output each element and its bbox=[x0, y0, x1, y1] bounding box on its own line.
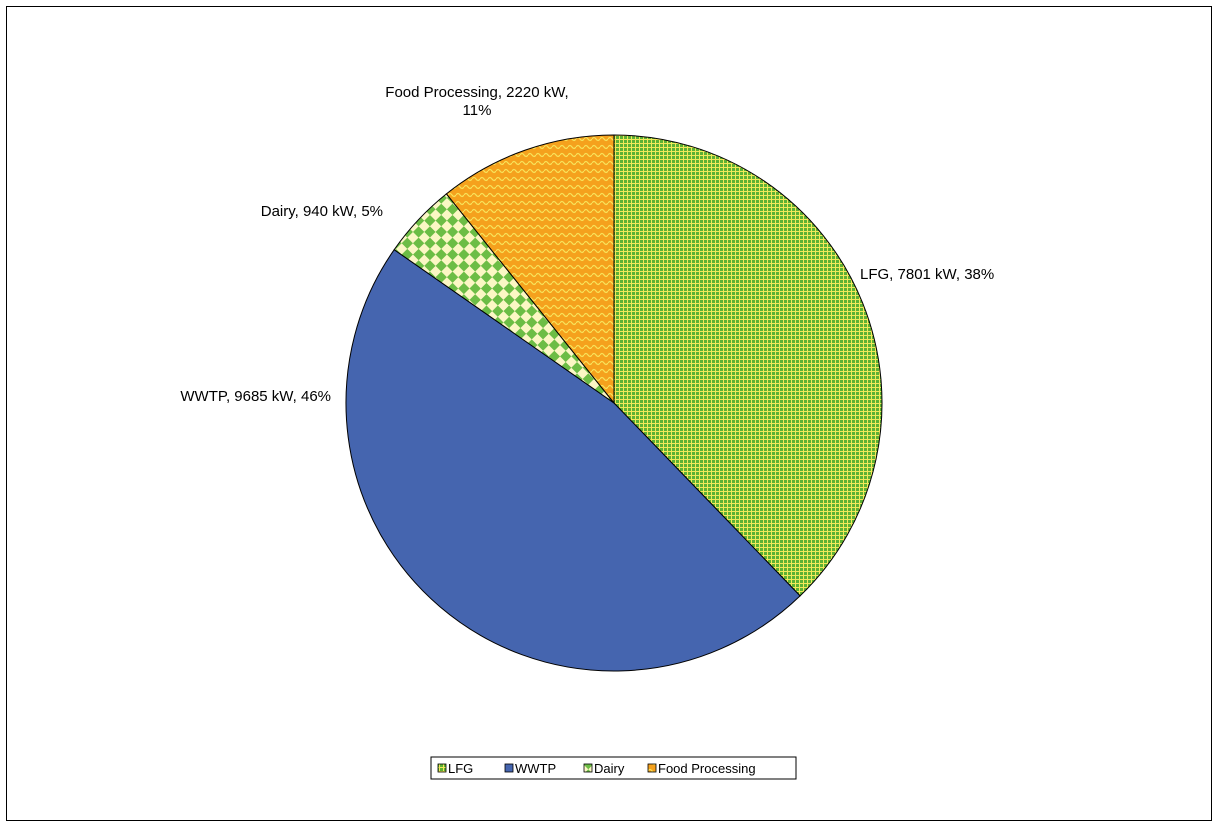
legend-swatch-dairy bbox=[583, 763, 593, 773]
legend-box bbox=[430, 756, 797, 780]
legend-label-food-processing: Food Processing bbox=[658, 761, 756, 776]
slice-label-food-processing: Food Processing, 2220 kW, bbox=[385, 84, 568, 101]
legend-label-wwtp: WWTP bbox=[515, 761, 556, 776]
pie-slices bbox=[345, 134, 883, 672]
pie-slice-lfg bbox=[613, 134, 883, 597]
pie-slice-food-processing bbox=[445, 134, 615, 405]
legend-label-lfg: LFG bbox=[448, 761, 473, 776]
pie-slice-wwtp bbox=[345, 248, 801, 672]
legend-swatch-wwtp bbox=[504, 763, 514, 773]
legend-swatch-food-processing bbox=[647, 763, 657, 773]
slice-label-lfg: LFG, 7801 kW, 38% bbox=[860, 266, 994, 283]
slice-label-dairy: Dairy, 940 kW, 5% bbox=[261, 203, 383, 220]
legend-label-dairy: Dairy bbox=[594, 761, 625, 776]
slice-labels: LFG, 7801 kW, 38% WWTP, 9685 kW, 46% Dairy… bbox=[180, 84, 994, 405]
slice-label-wwtp: WWTP, 9685 kW, 46% bbox=[180, 388, 331, 405]
legend-swatch-lfg bbox=[437, 763, 447, 773]
slice-label-line2-food-processing: 11% bbox=[463, 102, 492, 119]
legend: LFG WWTP Dairy Food Processing bbox=[430, 756, 797, 780]
